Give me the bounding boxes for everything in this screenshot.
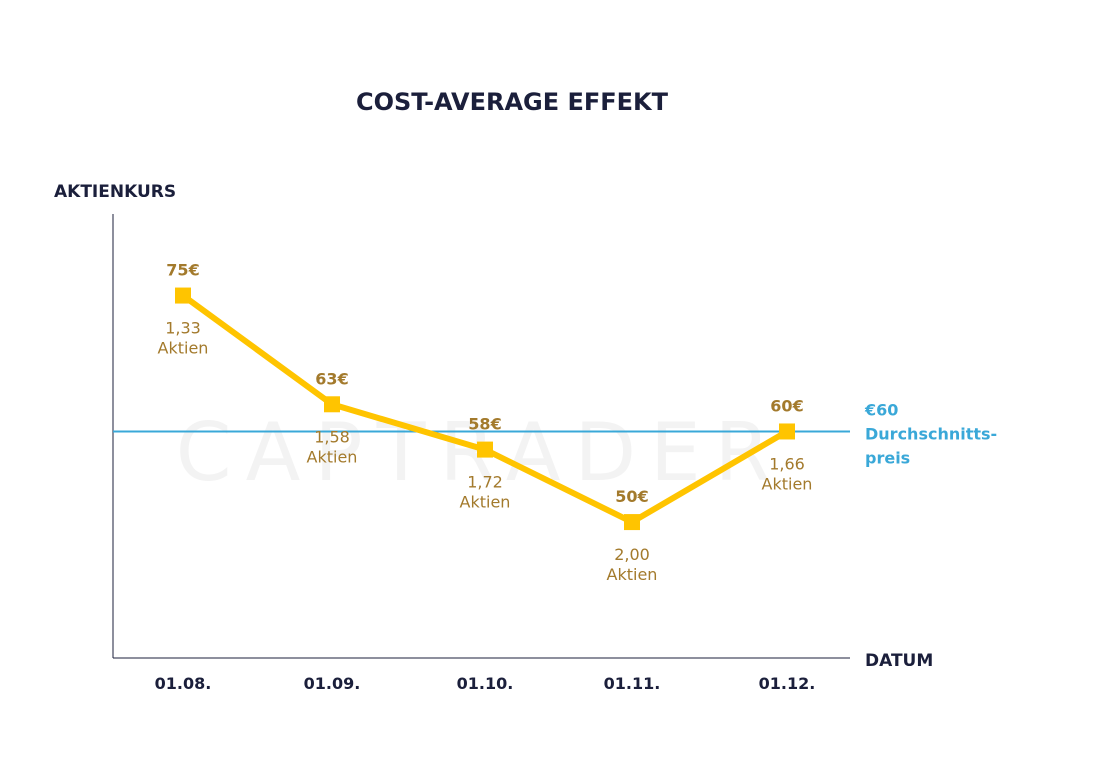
price-marker [624, 514, 640, 531]
price-label: 50€ [615, 487, 648, 506]
price-label: 60€ [770, 396, 803, 415]
share-unit-label: Aktien [607, 565, 658, 584]
x-axis-ticks: 01.08. 01.09. 01.10. 01.11. 01.12. [155, 674, 816, 693]
share-unit-label: Aktien [307, 447, 358, 466]
x-axis-title: DATUM [865, 651, 933, 671]
share-count-label: 1,72 [467, 473, 503, 492]
share-count-label: 1,58 [314, 427, 350, 446]
average-price-reference: €60 Durchschnitts-preis [113, 400, 997, 467]
chart-title: COST-AVERAGE EFFEKT [356, 88, 669, 116]
average-price-label-line: Durchschnitts- [865, 424, 997, 443]
price-label: 58€ [468, 415, 501, 434]
price-marker [324, 396, 340, 413]
x-tick-label: 01.11. [604, 674, 661, 693]
y-axis-title: AKTIENKURS [54, 182, 176, 202]
price-marker [477, 441, 493, 458]
share-count-label: 1,33 [165, 319, 201, 338]
share-count-label: 2,00 [614, 545, 650, 564]
price-marker [175, 287, 191, 304]
share-unit-label: Aktien [762, 474, 813, 493]
price-label: 75€ [166, 261, 199, 280]
x-tick-label: 01.08. [155, 674, 212, 693]
share-unit-label: Aktien [460, 493, 511, 512]
average-price-label-line: preis [865, 448, 910, 467]
price-marker [779, 423, 795, 440]
average-price-value: €60 [864, 400, 898, 419]
x-tick-label: 01.12. [759, 674, 816, 693]
price-label: 63€ [315, 369, 348, 388]
x-tick-label: 01.10. [457, 674, 514, 693]
share-count-label: 1,66 [769, 454, 805, 473]
watermark: CAPTRADER [176, 406, 785, 499]
share-unit-label: Aktien [158, 339, 209, 358]
x-tick-label: 01.09. [304, 674, 361, 693]
